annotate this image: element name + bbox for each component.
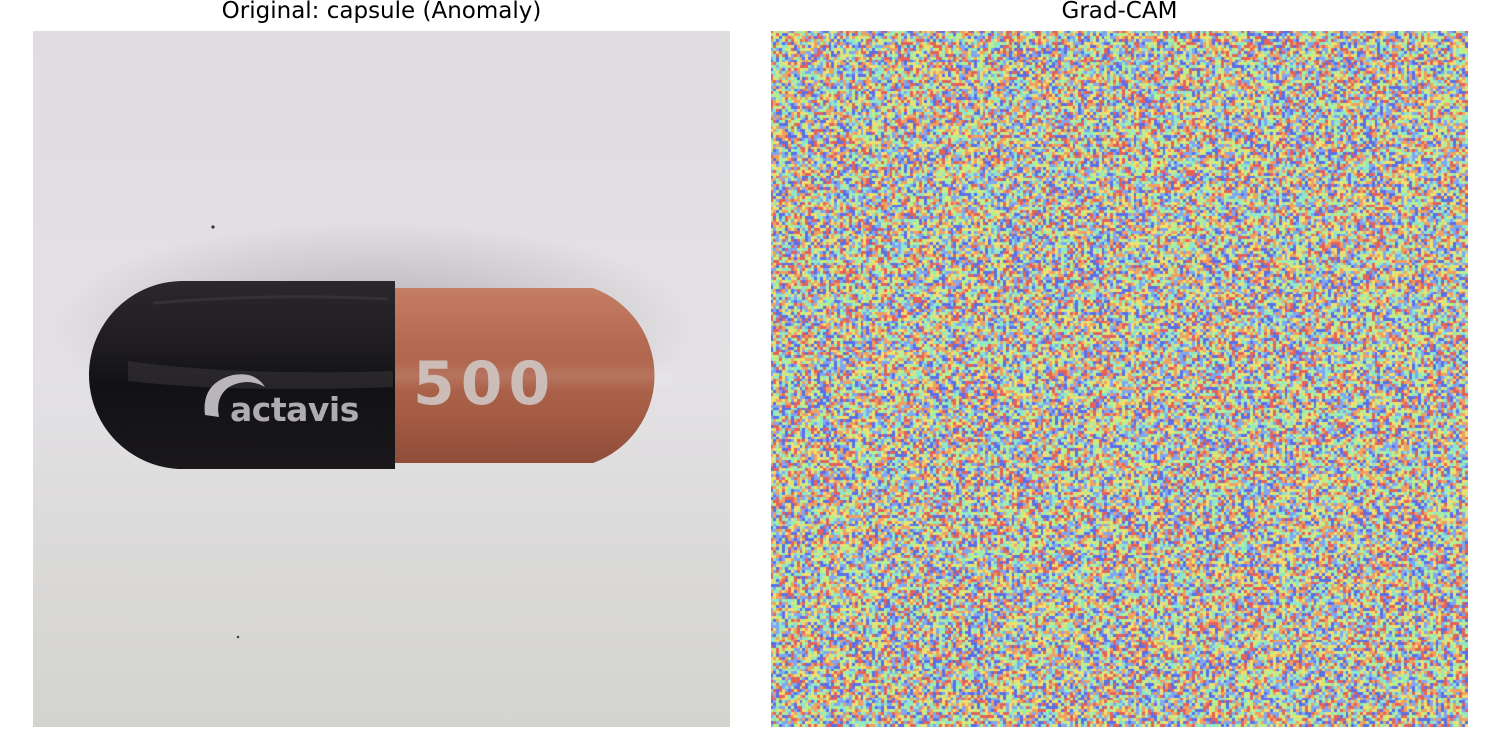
actavis-logo-icon bbox=[204, 374, 265, 417]
capsule-photo: actavis 500 bbox=[33, 31, 730, 727]
capsule-number-text: 500 bbox=[413, 349, 556, 419]
original-image-title: Original: capsule (Anomaly) bbox=[221, 0, 542, 24]
gradcam-heatmap bbox=[771, 31, 1468, 727]
gradcam-panel bbox=[771, 31, 1468, 727]
original-image-panel: actavis 500 bbox=[33, 31, 730, 727]
gradcam-title: Grad-CAM bbox=[1061, 0, 1178, 24]
capsule-brand-text: actavis bbox=[230, 390, 359, 429]
